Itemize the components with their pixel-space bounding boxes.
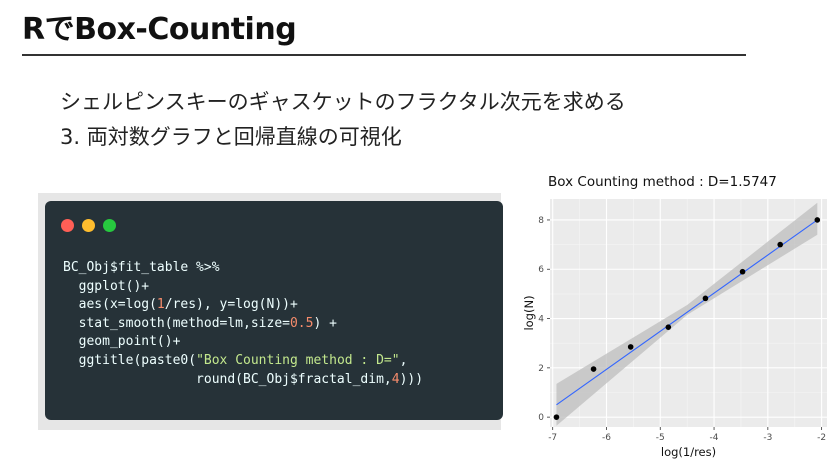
code-token: )))	[399, 371, 424, 387]
code-window: BC_Obj$fit_table %>% ggplot()+ aes(x=log…	[45, 201, 503, 420]
x-tick-label: -6	[602, 433, 611, 443]
code-line: round(BC_Obj$fractal_dim,4)))	[63, 372, 423, 387]
code-token: ggplot()+	[63, 278, 150, 294]
code-token: ,	[399, 352, 408, 368]
window-maximize-dot	[103, 219, 116, 232]
chart-title: Box Counting method : D=1.5747	[548, 174, 777, 190]
points-group	[553, 217, 821, 420]
window-minimize-dot	[82, 219, 95, 232]
code-token: 4	[391, 371, 400, 387]
code-token: ggtitle(paste0(	[63, 352, 197, 368]
y-tick-label: 6	[538, 265, 544, 275]
code-line: stat_smooth(method=lm,size=0.5) +	[63, 316, 337, 331]
subtitle-line-1: シェルピンスキーのギャスケットのフラクタル次元を求める	[60, 90, 626, 114]
data-point	[665, 324, 672, 330]
fit-line-group	[556, 219, 818, 406]
code-token: 1	[156, 297, 165, 313]
code-line: aes(x=log(1/res), y=log(N))+	[63, 297, 298, 312]
code-token: ) +	[313, 315, 337, 331]
data-point	[702, 295, 709, 302]
code-token: BC_Obj$fit_table %>%	[63, 260, 220, 275]
y-tick-label: 8	[538, 216, 544, 226]
code-token: "Box Counting method : D="	[196, 352, 400, 368]
code-block: BC_Obj$fit_table %>% ggplot()+ aes(x=log…	[63, 259, 423, 389]
code-token: /res), y=log(N))+	[164, 297, 298, 313]
fit-line	[556, 219, 818, 406]
confidence-band-group	[556, 202, 818, 426]
code-token: aes(x=log(	[63, 297, 157, 313]
y-tick-label: 4	[538, 315, 544, 325]
code-token: stat_smooth(method=lm,size=	[63, 315, 290, 331]
code-line: ggplot()+	[63, 279, 149, 294]
x-tick-label: -7	[548, 433, 557, 443]
slide-title: RでBox-Counting	[22, 12, 297, 47]
code-token: geom_point()+	[63, 334, 181, 350]
data-point	[777, 241, 784, 248]
title-underline	[22, 54, 746, 56]
data-point	[553, 414, 560, 420]
x-tick-label: -2	[817, 433, 826, 443]
code-line: ggtitle(paste0("Box Counting method : D=…	[63, 352, 408, 368]
data-point	[814, 217, 821, 223]
y-axis-label: log(N)	[522, 295, 536, 330]
code-line: geom_point()+	[63, 334, 181, 350]
y-tick-label: 0	[538, 413, 544, 423]
y-axis: 0 2 4 6 8	[538, 216, 550, 423]
confidence-band	[556, 202, 818, 426]
data-point	[627, 344, 634, 350]
code-token: 0.5	[289, 315, 314, 331]
data-point	[739, 268, 746, 275]
x-tick-label: -4	[710, 433, 719, 443]
x-axis: -7 -6 -5 -4 -3 -2	[548, 427, 826, 443]
box-counting-chart: Box Counting method : D=1.5747 -7 -6 -5 -4-…	[522, 174, 827, 459]
window-close-dot	[61, 219, 74, 232]
y-tick-label: 2	[538, 364, 544, 374]
x-tick-label: -3	[763, 433, 772, 443]
data-point	[590, 366, 597, 372]
code-token: round(BC_Obj$fractal_dim,	[63, 371, 392, 387]
x-axis-label: log(1/res)	[661, 445, 716, 459]
x-tick-label: -5	[656, 433, 665, 443]
subtitle-line-2: 3. 両対数グラフと回帰直線の可視化	[60, 125, 402, 149]
code-line: BC_Obj$fit_table %>%	[63, 260, 220, 275]
